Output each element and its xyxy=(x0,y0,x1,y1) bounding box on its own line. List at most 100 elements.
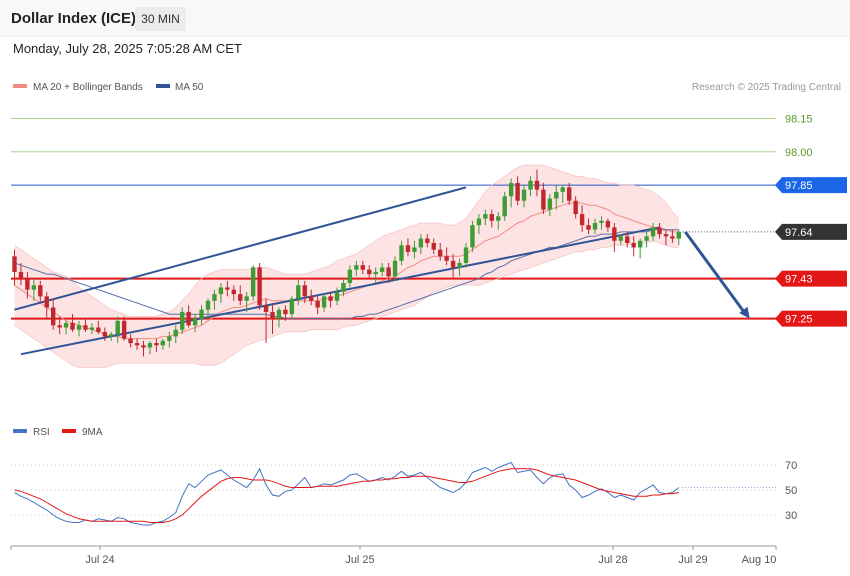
candle-body xyxy=(528,180,533,190)
candle-body xyxy=(560,187,565,192)
price-tag-label-3: 97.64 xyxy=(785,227,813,239)
candle-body xyxy=(547,198,553,210)
candle-body xyxy=(134,343,140,346)
price-tag-label-2: 97.85 xyxy=(785,180,813,192)
candle-body xyxy=(657,227,662,235)
candle-body xyxy=(12,256,17,272)
candle-body xyxy=(160,340,166,346)
candle-body xyxy=(567,187,572,201)
candle-body xyxy=(599,220,604,223)
candle-body xyxy=(592,222,598,230)
rsi-tick-label-2: 30 xyxy=(785,510,797,522)
candle-body xyxy=(302,285,307,297)
rsi-line xyxy=(14,461,680,526)
bb-upper-line xyxy=(14,164,680,317)
level-label-0: 98.15 xyxy=(785,113,813,125)
legend-label-rsi: RSI xyxy=(33,427,50,438)
candle-body xyxy=(470,225,475,248)
candle-body xyxy=(57,325,62,328)
candle-body xyxy=(489,214,494,221)
candle-body xyxy=(51,307,56,326)
bollinger-band-fill xyxy=(14,165,679,368)
legend-label-9ma: 9MA xyxy=(82,427,103,438)
candle-body xyxy=(205,300,211,310)
rsi-9ma-line xyxy=(14,468,679,523)
candle-body xyxy=(386,267,391,277)
candle-body xyxy=(554,191,559,199)
candle-body xyxy=(670,236,675,239)
candle-body xyxy=(18,271,24,279)
credit-text: Research © 2025 Trading Central xyxy=(692,82,841,93)
candle-body xyxy=(631,242,636,248)
candle-body xyxy=(573,200,578,215)
candle-body xyxy=(508,182,514,197)
timeframe-button[interactable]: 30 MIN xyxy=(135,7,186,31)
candle-body xyxy=(650,227,656,237)
candle-body xyxy=(360,265,365,270)
candlesticks xyxy=(12,169,682,357)
ma50-line xyxy=(14,229,679,320)
candle-body xyxy=(115,320,120,335)
channel-line-0 xyxy=(14,186,467,311)
candle-body xyxy=(315,300,320,308)
candle-body xyxy=(579,214,585,226)
candle-body xyxy=(334,291,340,301)
candle-body xyxy=(83,325,88,330)
candle-body xyxy=(431,242,436,250)
candle-body xyxy=(244,296,249,301)
candle-body xyxy=(192,318,198,326)
x-tick-label-4: Aug 10 xyxy=(742,554,777,566)
candle-body xyxy=(276,309,282,319)
candle-body xyxy=(418,238,424,248)
candle-body xyxy=(618,236,623,241)
candle-body xyxy=(199,309,204,319)
rsi-tick-label-0: 70 xyxy=(785,460,797,472)
candle-body xyxy=(296,285,301,299)
candle-body xyxy=(238,294,243,301)
candle-body xyxy=(457,263,462,268)
candle-body xyxy=(502,196,507,217)
candle-body xyxy=(212,294,217,301)
candle-body xyxy=(167,336,172,341)
candle-body xyxy=(463,247,469,264)
channel-line-1 xyxy=(20,226,660,356)
x-tick-label-0: Jul 24 xyxy=(85,554,114,566)
candle-body xyxy=(76,325,82,330)
x-axis: Jul 24 Jul 25 Jul 28 Jul 29 Aug 10 xyxy=(10,545,777,566)
candle-body xyxy=(663,234,669,237)
candle-body xyxy=(141,345,146,348)
candle-body xyxy=(625,236,630,243)
bb-lower-line xyxy=(14,240,679,368)
candle-body xyxy=(405,245,411,252)
header-bar: Dollar Index (ICE) 30 MIN xyxy=(0,0,850,37)
x-tick-label-2: Jul 28 xyxy=(598,554,627,566)
candle-body xyxy=(379,267,385,272)
candle-body xyxy=(250,267,256,297)
candle-body xyxy=(373,271,378,275)
rsi-legend: RSI 9MA xyxy=(13,427,103,438)
price-tag-4 xyxy=(775,270,847,287)
candle-body xyxy=(541,189,546,210)
candle-body xyxy=(283,309,288,315)
price-tag-5 xyxy=(775,310,847,327)
candle-body xyxy=(96,327,101,332)
candle-body xyxy=(31,285,37,290)
candle-body xyxy=(367,269,372,275)
candle-body xyxy=(515,182,520,201)
candle-body xyxy=(70,323,75,330)
timestamp: Monday, July 28, 2025 7:05:28 AM CET xyxy=(13,41,242,56)
chart-legend: MA 20 + Bollinger Bands MA 50 Research ©… xyxy=(13,82,841,93)
candle-body xyxy=(89,327,95,330)
x-tick-label-3: Jul 29 xyxy=(678,554,707,566)
candle-body xyxy=(637,240,643,248)
candle-body xyxy=(102,331,107,337)
instrument-title: Dollar Index (ICE) xyxy=(11,10,137,27)
bollinger-bands xyxy=(14,165,679,368)
candle-body xyxy=(231,289,236,295)
price-tag-3 xyxy=(775,223,847,240)
candle-body xyxy=(392,260,398,277)
candle-body xyxy=(154,343,159,346)
candle-body xyxy=(147,343,153,348)
candle-body xyxy=(328,296,333,301)
rsi-tick-label-1: 50 xyxy=(785,485,797,497)
